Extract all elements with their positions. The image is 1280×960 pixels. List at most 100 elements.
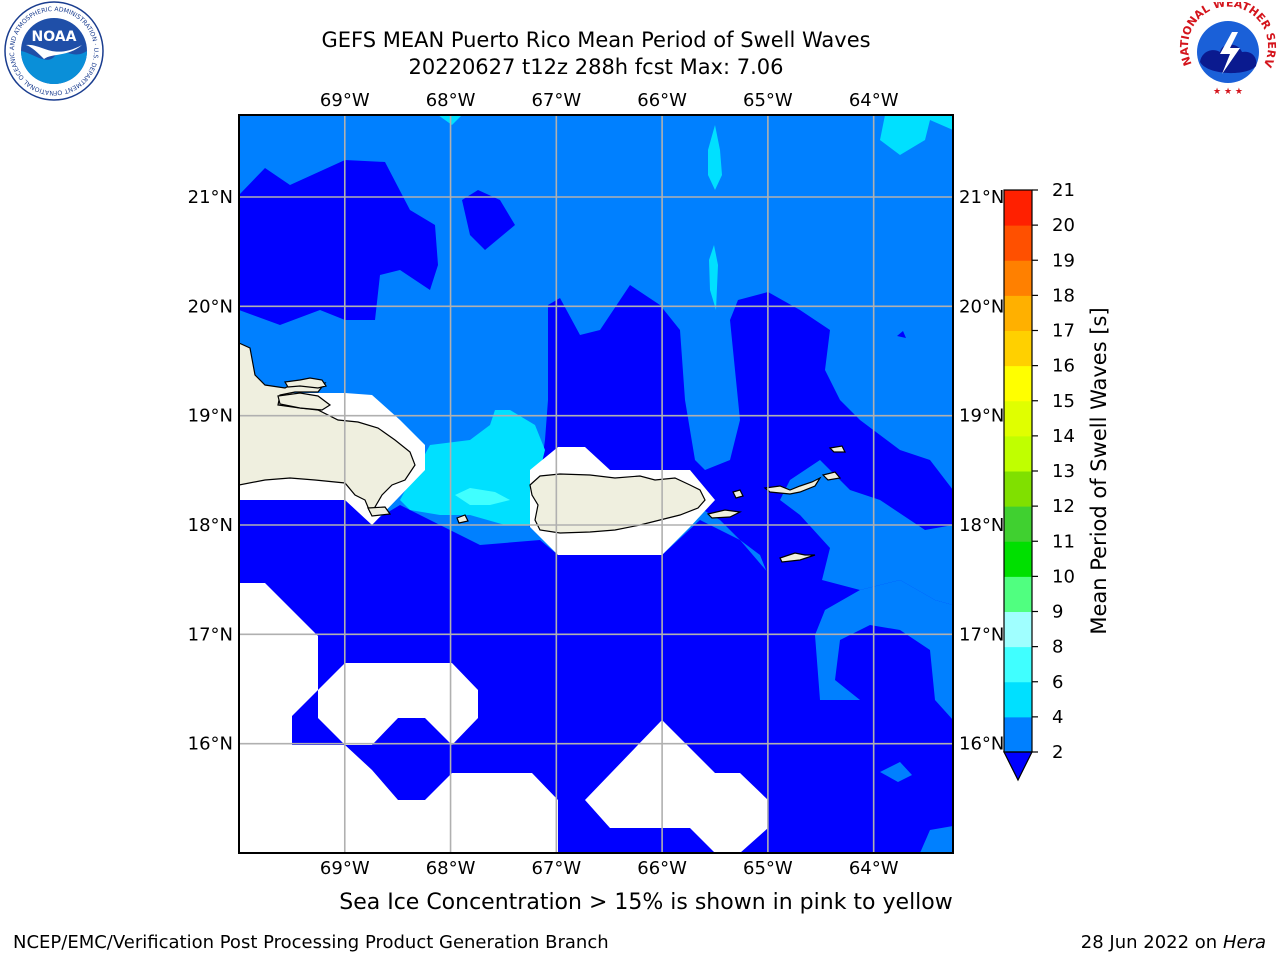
land-mona bbox=[456, 514, 469, 524]
lon-label-bottom: 69°W bbox=[320, 858, 370, 879]
period-2-4-patch-se bbox=[815, 580, 953, 720]
colorbar-swatch bbox=[1004, 541, 1032, 577]
colorbar-tick-label: 16 bbox=[1052, 356, 1075, 377]
colorbar-swatch bbox=[1004, 471, 1032, 507]
svg-text:★ ★ ★: ★ ★ ★ bbox=[1213, 87, 1243, 97]
lat-label-right: 20°N bbox=[959, 296, 1004, 317]
colorbar-swatch bbox=[1004, 506, 1032, 542]
lat-label-left: 21°N bbox=[188, 187, 233, 208]
colorbar-under-arrow bbox=[1003, 751, 1033, 782]
lat-label-right: 18°N bbox=[959, 515, 1004, 536]
period-6-8-patch bbox=[455, 488, 510, 505]
lat-label-left: 17°N bbox=[188, 624, 233, 645]
colorbar-swatch bbox=[1004, 190, 1032, 226]
lat-label-right: 19°N bbox=[959, 406, 1004, 427]
period-below-2-north bbox=[239, 160, 438, 325]
period-below-2-north-2 bbox=[462, 190, 515, 250]
mask-sw bbox=[239, 583, 558, 853]
lon-label-bottom: 65°W bbox=[743, 858, 793, 879]
lon-label-bottom: 64°W bbox=[849, 858, 899, 879]
colorbar-swatch bbox=[1004, 295, 1032, 331]
lon-label-top: 68°W bbox=[426, 90, 476, 111]
colorbar-tick-label: 21 bbox=[1052, 180, 1075, 201]
period-4-6-north-2 bbox=[709, 245, 718, 310]
lon-label-bottom: 67°W bbox=[531, 858, 581, 879]
lat-label-left: 20°N bbox=[188, 296, 233, 317]
period-4-6-north-3 bbox=[880, 115, 953, 155]
lat-label-right: 16°N bbox=[959, 734, 1004, 755]
colorbar-tick-label: 2 bbox=[1052, 742, 1063, 763]
period-2-4-patch-se-2 bbox=[920, 826, 953, 853]
lat-label-left: 16°N bbox=[188, 734, 233, 755]
nws-logo: NATIONAL WEATHER SERVICE ★ ★ ★ bbox=[1178, 2, 1278, 99]
period-below-2-dot-2 bbox=[918, 462, 935, 478]
land-vieques bbox=[706, 509, 743, 519]
colorbar-swatch bbox=[1004, 260, 1032, 296]
period-below-2-dot bbox=[897, 331, 906, 338]
mask-s-center bbox=[585, 720, 768, 853]
colorbar-tick-label: 6 bbox=[1052, 672, 1063, 693]
colorbar-swatch bbox=[1004, 435, 1032, 472]
colorbar-tick-label: 4 bbox=[1052, 707, 1063, 728]
forecast-subtitle: 20220627 t12z 288h fcst Max: 7.06 bbox=[408, 55, 784, 79]
lon-label-top: 65°W bbox=[743, 90, 793, 111]
colorbar-tick-label: 20 bbox=[1052, 215, 1075, 236]
colorbar-tick-label: 11 bbox=[1052, 531, 1075, 552]
colorbar-tick-label: 19 bbox=[1052, 250, 1075, 271]
noaa-wordmark: NOAA bbox=[32, 29, 77, 45]
axis-labels: 69°W 69°W 68°W 68°W 67°W 67°W 66°W 66°W 65°W 65°W… bbox=[188, 90, 1005, 879]
date-text: 28 Jun 2022 on bbox=[1080, 932, 1218, 953]
land-gonave bbox=[277, 392, 332, 411]
colorbar-swatch bbox=[1004, 611, 1032, 648]
colorbar-swatch bbox=[1004, 225, 1032, 261]
colorbar-tick-label: 12 bbox=[1052, 496, 1075, 517]
period-4-6-caribbean bbox=[400, 410, 545, 525]
lon-label-top: 67°W bbox=[531, 90, 581, 111]
colorbar: 2 4 6 8 9 10 11 12 13 14 15 16 17 18 19 20 21 bbox=[1003, 180, 1075, 782]
colorbar-tick-label: 17 bbox=[1052, 321, 1075, 342]
colorbar-swatch bbox=[1004, 646, 1032, 683]
map-title: GEFS MEAN Puerto Rico Mean Period of Swe… bbox=[321, 28, 871, 52]
colorbar-swatch bbox=[1004, 681, 1032, 718]
colorbar-swatch bbox=[1004, 400, 1032, 437]
sea-ice-note: Sea Ice Concentration > 15% is shown in … bbox=[339, 890, 953, 915]
lat-label-right: 21°N bbox=[959, 187, 1004, 208]
lon-label-bottom: 66°W bbox=[637, 858, 687, 879]
colorbar-swatch bbox=[1004, 330, 1032, 367]
colorbar-tick-label: 8 bbox=[1052, 637, 1063, 658]
colorbar-tick-label: 15 bbox=[1052, 391, 1075, 412]
colorbar-label: Mean Period of Swell Waves [s] bbox=[1087, 307, 1111, 634]
lat-label-left: 18°N bbox=[188, 515, 233, 536]
land-culebra bbox=[732, 489, 744, 499]
land-tortuga bbox=[284, 377, 327, 389]
land-virgin-islands bbox=[763, 476, 822, 495]
colorbar-tick-label: 14 bbox=[1052, 426, 1075, 447]
noaa-logo: NATIONAL OCEANIC AND ATMOSPHERIC ADMINIS… bbox=[2, 1, 104, 101]
land-anegada bbox=[828, 445, 846, 453]
generation-date: 28 Jun 2022 on Hera bbox=[1081, 932, 1266, 953]
land-virgin-gorda bbox=[821, 471, 842, 481]
mask-s-inner bbox=[318, 663, 478, 745]
period-2-4-patch-s bbox=[880, 762, 912, 782]
graticule bbox=[239, 115, 953, 853]
lon-label-top: 64°W bbox=[849, 90, 899, 111]
lon-label-top: 66°W bbox=[637, 90, 687, 111]
lat-label-right: 17°N bbox=[959, 624, 1004, 645]
map-fields bbox=[239, 115, 953, 853]
lon-label-bottom: 68°W bbox=[426, 858, 476, 879]
lat-label-left: 19°N bbox=[188, 406, 233, 427]
map-frame bbox=[238, 114, 954, 854]
colorbar-swatch bbox=[1004, 365, 1032, 402]
colorbar-tick-label: 10 bbox=[1052, 566, 1075, 587]
colorbar-swatch bbox=[1004, 576, 1032, 612]
host-name: Hera bbox=[1222, 932, 1266, 953]
producer-credit: NCEP/EMC/Verification Post Processing Pr… bbox=[13, 932, 609, 953]
colorbar-tick-label: 9 bbox=[1052, 602, 1063, 623]
period-below-2-south bbox=[239, 498, 953, 853]
colorbar-tick-label: 13 bbox=[1052, 461, 1075, 482]
period-4-6-north-1 bbox=[708, 125, 722, 190]
land-saona bbox=[367, 506, 392, 517]
lon-label-top: 69°W bbox=[320, 90, 370, 111]
land-st-croix bbox=[779, 552, 816, 563]
